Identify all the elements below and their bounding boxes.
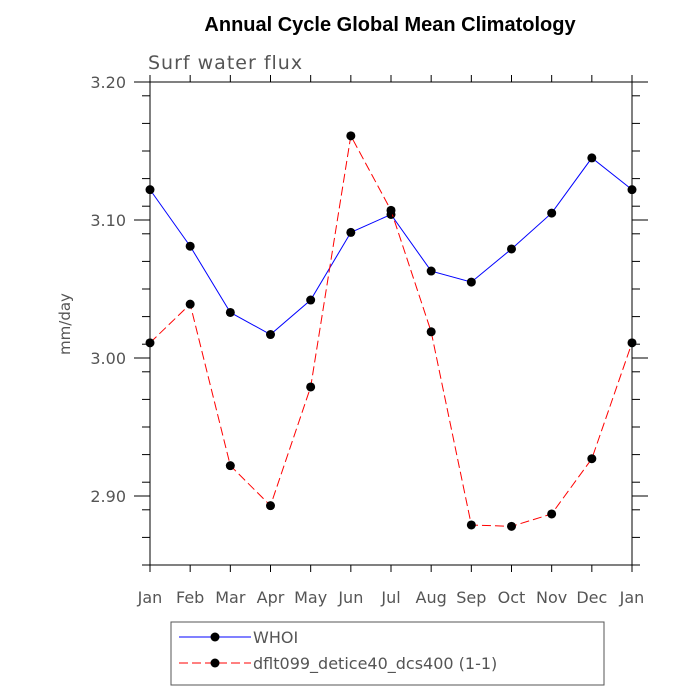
x-tick-label: Dec	[576, 588, 607, 607]
series-2-point	[547, 509, 557, 519]
series-2-point	[627, 338, 637, 348]
series-1-point	[426, 266, 436, 276]
legend-box	[170, 621, 605, 686]
series-1-point	[306, 295, 316, 305]
x-tick-label: Apr	[257, 588, 285, 607]
series-2-point	[185, 299, 195, 309]
series-line-2	[149, 134, 633, 527]
y-tick-label: 3.10	[90, 211, 126, 230]
series-2-point	[466, 520, 476, 530]
x-tick-label: May	[294, 588, 327, 607]
x-tick-label: Aug	[416, 588, 447, 607]
plot-frame	[149, 81, 633, 566]
chart-subtitle: Surf water flux	[148, 52, 303, 74]
series-group	[145, 131, 637, 531]
series-1-point	[266, 330, 275, 340]
x-tick-label: Sep	[456, 588, 486, 607]
series-1-point	[547, 208, 557, 218]
series-1-point	[627, 185, 637, 195]
x-tick-label: Mar	[215, 588, 246, 607]
axes-group: Jan Feb Mar Apr May Jun Jul Aug Sep Oct Nov Dec Jan 2…	[90, 73, 648, 607]
series-2-point	[386, 205, 396, 215]
chart-title: Annual Cycle Global Mean Climatology	[204, 14, 576, 36]
y-axis-label: mm/day	[56, 293, 74, 355]
legend-label-1: WHOI	[253, 628, 298, 647]
x-tick-label: Nov	[536, 588, 567, 607]
series-1-point	[466, 277, 476, 287]
y-tick-label: 3.00	[90, 349, 126, 368]
series-1-point	[587, 153, 597, 163]
legend-marker-2	[210, 658, 220, 668]
series-2-point	[426, 327, 436, 337]
legend-marker-1	[210, 632, 220, 642]
series-1-point	[346, 227, 356, 237]
series-1-point	[225, 307, 235, 317]
x-tick-label: Feb	[176, 588, 204, 607]
series-2-point	[266, 501, 275, 511]
series-2-point	[145, 338, 155, 348]
x-tick-label: Oct	[498, 588, 526, 607]
y-tick-label: 3.20	[90, 73, 126, 92]
series-2-point	[346, 131, 356, 141]
series-1-point	[507, 244, 516, 254]
series-2-point	[306, 382, 316, 392]
series-1-point	[185, 241, 195, 251]
series-2-point	[225, 461, 235, 471]
series-2-point	[507, 521, 516, 531]
x-tick-label: Jan	[619, 588, 645, 607]
series-line-1	[149, 157, 633, 336]
x-tick-label: Jan	[137, 588, 163, 607]
legend-label-2: dflt099_detice40_dcs400 (1-1)	[253, 654, 497, 674]
x-tick-label: Jun	[337, 588, 363, 607]
series-2-point	[587, 454, 597, 464]
legend: WHOI dflt099_detice40_dcs400 (1-1)	[170, 621, 605, 686]
y-tick-label: 2.90	[90, 487, 126, 506]
x-tick-label: Jul	[380, 588, 400, 607]
series-1-point	[145, 185, 155, 195]
